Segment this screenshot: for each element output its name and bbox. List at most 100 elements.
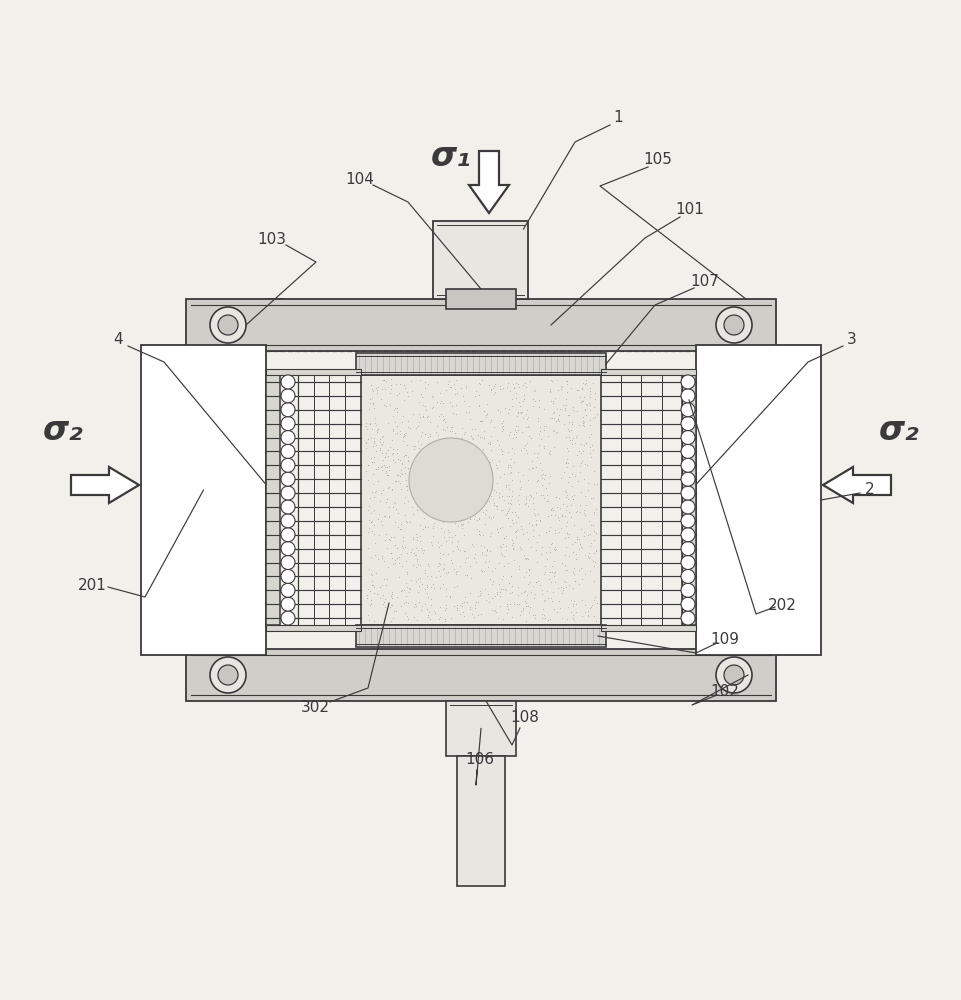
Point: [367, 437, 382, 453]
Point: [518, 551, 533, 567]
Point: [581, 402, 597, 418]
Point: [374, 462, 389, 478]
Point: [419, 568, 434, 584]
Point: [528, 574, 543, 590]
Point: [464, 430, 480, 446]
Point: [527, 382, 542, 398]
Point: [548, 413, 563, 429]
Point: [405, 529, 420, 545]
Point: [417, 398, 432, 414]
Point: [564, 564, 579, 580]
Point: [542, 564, 557, 580]
Point: [585, 463, 601, 479]
Point: [472, 587, 487, 603]
Point: [547, 507, 562, 523]
Point: [363, 505, 379, 521]
Point: [489, 460, 505, 476]
Point: [387, 426, 403, 442]
Point: [462, 411, 478, 427]
Point: [544, 593, 559, 609]
Point: [389, 519, 405, 535]
FancyArrow shape: [823, 467, 890, 503]
Point: [381, 531, 396, 547]
Point: [401, 580, 416, 596]
Point: [501, 375, 516, 391]
Point: [457, 404, 473, 420]
Point: [374, 436, 389, 452]
Point: [421, 464, 436, 480]
Point: [368, 417, 383, 433]
Point: [388, 550, 404, 566]
Point: [492, 538, 507, 554]
Point: [407, 547, 422, 563]
Point: [482, 510, 498, 526]
Point: [479, 406, 494, 422]
Point: [382, 462, 397, 478]
Point: [517, 375, 532, 391]
Point: [552, 490, 567, 506]
Point: [570, 443, 585, 459]
Point: [480, 559, 496, 575]
Point: [456, 483, 472, 499]
Circle shape: [715, 657, 752, 693]
Circle shape: [281, 444, 295, 458]
Point: [512, 585, 528, 601]
Point: [511, 394, 527, 410]
Point: [410, 440, 426, 456]
Point: [568, 403, 583, 419]
Point: [379, 540, 394, 556]
Bar: [681, 375, 695, 625]
Point: [532, 487, 548, 503]
Point: [448, 485, 463, 501]
Point: [570, 473, 585, 489]
Point: [480, 586, 495, 602]
Point: [464, 538, 480, 554]
Point: [510, 561, 526, 577]
Point: [486, 602, 502, 618]
Point: [579, 407, 594, 423]
Point: [458, 594, 474, 610]
Point: [397, 427, 412, 443]
Point: [533, 610, 549, 626]
Point: [504, 440, 519, 456]
Point: [471, 510, 486, 526]
Point: [453, 436, 468, 452]
Point: [495, 418, 510, 434]
Point: [450, 533, 465, 549]
Point: [432, 406, 448, 422]
Point: [386, 529, 402, 545]
Point: [393, 462, 408, 478]
Point: [499, 488, 514, 504]
Point: [554, 520, 569, 536]
Point: [435, 434, 451, 450]
Point: [571, 541, 586, 557]
Point: [509, 405, 525, 421]
Point: [424, 502, 439, 518]
Point: [386, 495, 402, 511]
Point: [392, 475, 407, 491]
Point: [547, 522, 562, 538]
Point: [390, 505, 406, 521]
Point: [364, 567, 380, 583]
Point: [483, 602, 499, 618]
Point: [365, 438, 381, 454]
Point: [431, 482, 446, 498]
Point: [504, 483, 519, 499]
Point: [446, 376, 461, 392]
Point: [530, 392, 546, 408]
Point: [469, 512, 484, 528]
Point: [586, 554, 602, 570]
Text: 109: 109: [710, 633, 739, 648]
Point: [584, 410, 600, 426]
Point: [439, 419, 455, 435]
Point: [478, 516, 493, 532]
Point: [506, 454, 522, 470]
Point: [367, 380, 382, 396]
Point: [488, 521, 504, 537]
Point: [580, 429, 596, 445]
Circle shape: [680, 389, 694, 403]
Point: [586, 409, 602, 425]
Point: [393, 583, 408, 599]
Point: [581, 417, 597, 433]
Bar: [185, 649, 776, 701]
